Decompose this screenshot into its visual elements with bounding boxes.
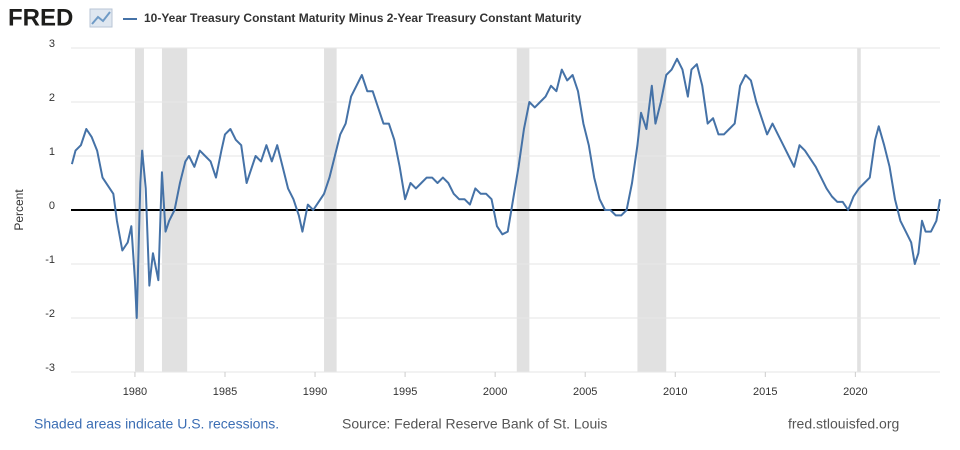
x-tick-label: 2000	[483, 386, 507, 398]
x-tick-label: 2010	[663, 386, 687, 398]
x-tick-label: 1985	[213, 386, 237, 398]
legend-label: 10-Year Treasury Constant Maturity Minus…	[144, 11, 582, 25]
source-note: Source: Federal Reserve Bank of St. Loui…	[342, 416, 607, 432]
y-tick-label: 3	[49, 38, 55, 50]
logo-icon	[89, 8, 113, 28]
x-tick-label: 1990	[303, 386, 327, 398]
x-tick-label: 1995	[393, 386, 417, 398]
y-tick-label: -1	[45, 254, 55, 266]
x-tick-label: 2020	[843, 386, 867, 398]
logo: FRED	[8, 4, 73, 31]
y-axis-label: Percent	[12, 189, 26, 231]
y-tick-label: -3	[45, 362, 55, 374]
y-tick-label: 0	[49, 200, 55, 212]
x-tick-label: 2015	[753, 386, 777, 398]
x-tick-label: 2005	[573, 386, 597, 398]
recession-note: Shaded areas indicate U.S. recessions.	[34, 416, 279, 432]
series-line	[70, 57, 941, 319]
y-tick-label: 2	[49, 92, 55, 104]
y-tick-label: 1	[49, 146, 55, 158]
y-tick-label: -2	[45, 308, 55, 320]
x-tick-label: 1980	[123, 386, 147, 398]
site-note: fred.stlouisfed.org	[788, 416, 899, 432]
